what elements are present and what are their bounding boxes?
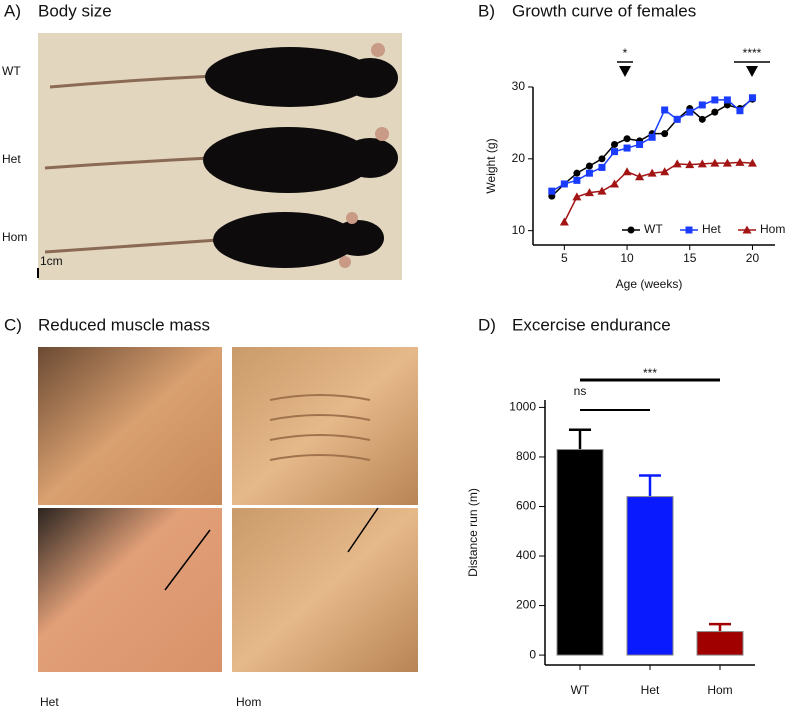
marker: [572, 192, 582, 201]
panel-title: Growth curve of females: [512, 1, 696, 20]
scale-bar-label: 1cm: [40, 254, 63, 268]
series-line: [551, 98, 753, 197]
marker: [736, 107, 744, 115]
marker: [722, 158, 732, 167]
panel-title: Body size: [38, 1, 112, 20]
marker: [711, 108, 719, 116]
marker: [585, 162, 593, 170]
marker: [673, 115, 681, 123]
photo: [38, 347, 418, 672]
significance-label: ***: [643, 366, 657, 380]
photo-label: Hom: [2, 230, 27, 244]
bar: [696, 631, 744, 656]
panel-letter: A): [4, 1, 21, 20]
legend-marker: [627, 226, 635, 234]
marker: [686, 108, 694, 116]
marker: [660, 167, 670, 176]
legend-marker: [685, 226, 693, 234]
marker: [623, 144, 631, 152]
marker: [560, 180, 568, 188]
y-tick-label: 20: [512, 151, 526, 165]
x-tick-label: WT: [571, 683, 590, 697]
bar: [556, 449, 604, 656]
photo: [37, 33, 402, 280]
marker: [697, 159, 707, 168]
series-line: [551, 97, 753, 192]
x-tick-label: Het: [641, 683, 660, 697]
marker: [747, 158, 757, 167]
marker: [685, 160, 695, 169]
y-tick-label: 0: [529, 647, 536, 661]
marker: [611, 148, 619, 156]
marker: [623, 135, 631, 143]
panel-letter: B): [478, 1, 495, 20]
panel-title: Excercise endurance: [512, 315, 671, 334]
y-tick-label: 10: [512, 223, 526, 237]
x-tick-label: 20: [746, 251, 760, 265]
marker: [711, 96, 719, 104]
marker: [573, 169, 581, 177]
x-axis-label: Age (weeks): [616, 277, 683, 291]
x-tick-label: 10: [620, 251, 634, 265]
x-tick-label: 15: [683, 251, 697, 265]
marker: [611, 140, 619, 148]
marker: [598, 163, 606, 171]
marker: [723, 96, 731, 104]
annotation: *: [623, 46, 628, 60]
y-tick-label: 800: [516, 449, 536, 463]
legend-marker: [742, 225, 752, 234]
legend-label: WT: [644, 222, 663, 236]
y-tick-label: 600: [516, 499, 536, 513]
marker: [735, 157, 745, 166]
marker: [636, 140, 644, 148]
annotation-arrow: [619, 66, 631, 77]
marker: [585, 169, 593, 177]
marker: [698, 101, 706, 109]
marker: [698, 115, 706, 123]
annotation: ****: [743, 46, 762, 60]
marker: [610, 179, 620, 188]
marker: [597, 186, 607, 195]
photo-label: Hom: [236, 695, 261, 709]
y-tick-label: 200: [516, 598, 536, 612]
marker: [710, 158, 720, 167]
panel-title: Reduced muscle mass: [38, 315, 210, 334]
marker: [647, 168, 657, 177]
y-tick-label: 400: [516, 548, 536, 562]
marker: [748, 94, 756, 102]
marker: [661, 106, 669, 114]
marker: [672, 159, 682, 168]
bar: [626, 496, 674, 656]
y-axis-label: Distance run (m): [466, 488, 480, 577]
y-tick-label: 30: [512, 79, 526, 93]
marker: [661, 130, 669, 138]
marker: [648, 133, 656, 141]
photo-label: Het: [2, 152, 21, 166]
panel-letter: C): [4, 315, 22, 334]
photo-label: Het: [40, 695, 59, 709]
x-tick-label: Hom: [707, 683, 732, 697]
x-tick-label: 5: [561, 251, 568, 265]
marker: [598, 155, 606, 163]
marker: [548, 187, 556, 195]
legend-label: Hom: [760, 222, 785, 236]
annotation-arrow: [746, 66, 758, 77]
marker: [573, 176, 581, 184]
significance-label: ns: [574, 384, 587, 398]
y-axis-label: Weight (g): [484, 138, 498, 193]
marker: [559, 217, 569, 226]
marker: [635, 172, 645, 181]
photo-label: WT: [2, 64, 21, 78]
legend-label: Het: [702, 222, 721, 236]
panel-letter: D): [478, 315, 496, 334]
marker: [584, 188, 594, 197]
marker: [622, 167, 632, 176]
y-tick-label: 1000: [509, 400, 536, 414]
series-line: [563, 161, 753, 223]
